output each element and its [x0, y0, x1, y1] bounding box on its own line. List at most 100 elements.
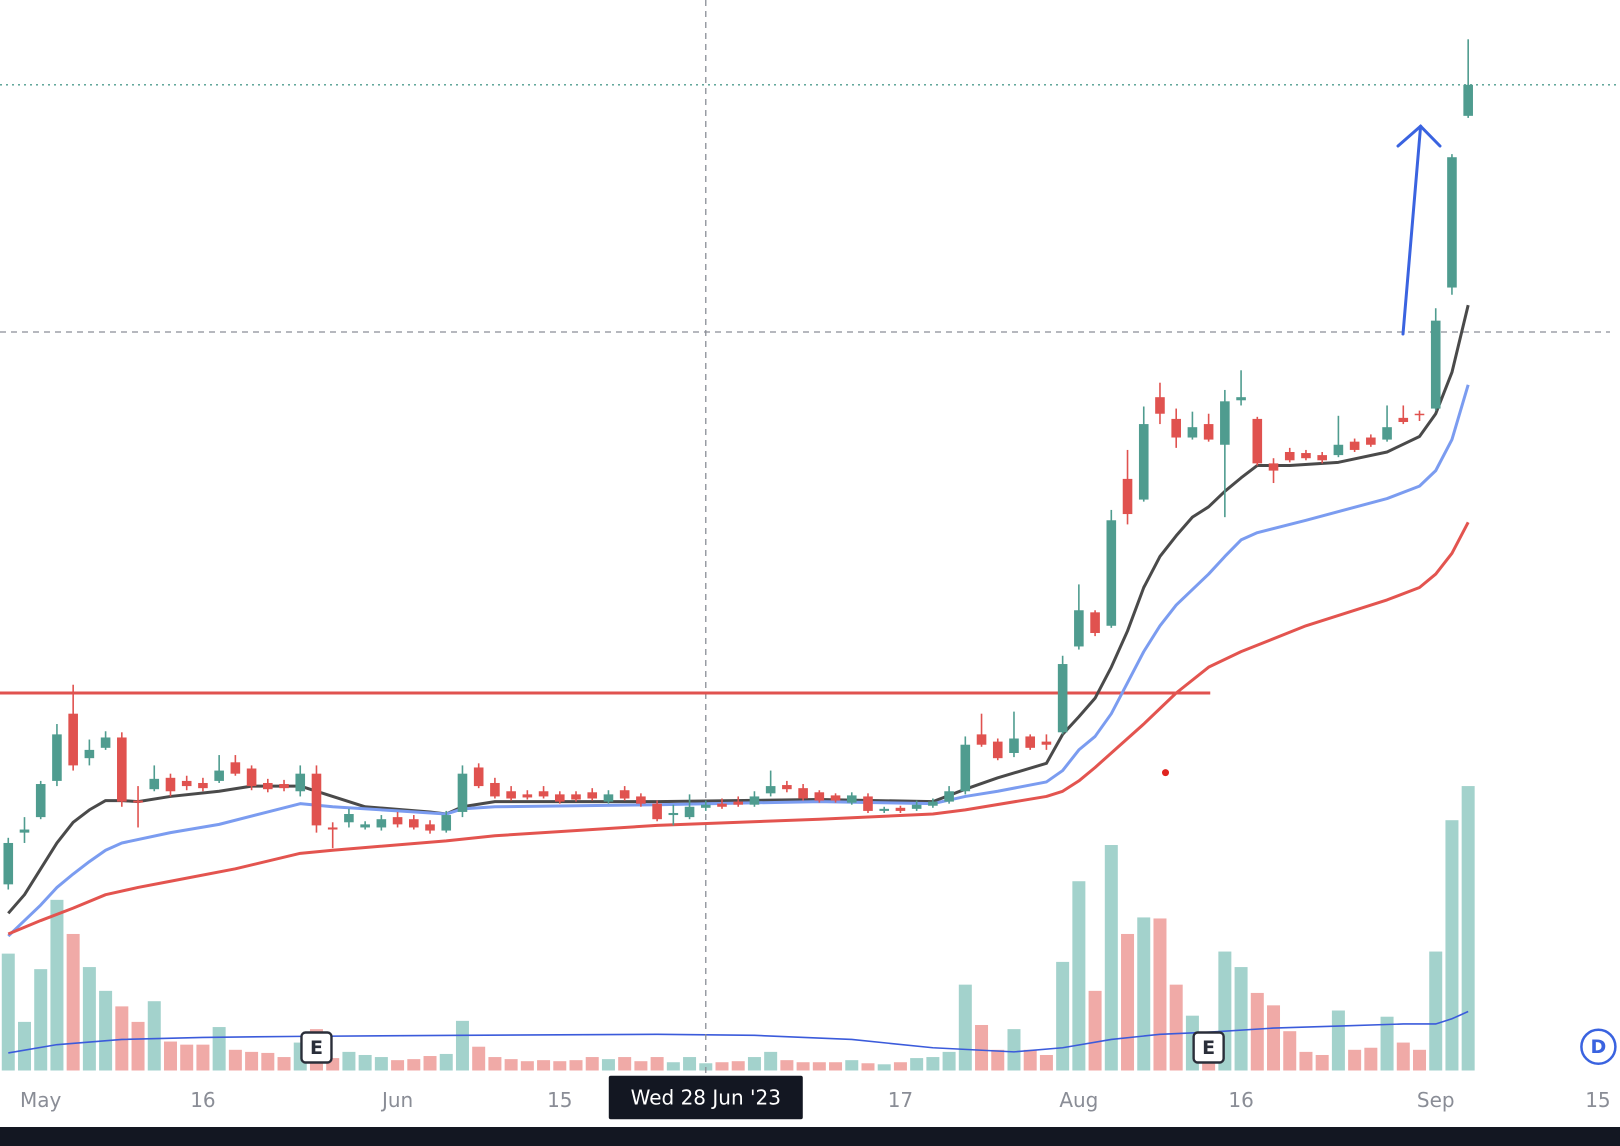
- volume-bar: [261, 1052, 275, 1071]
- volume-bar: [163, 1041, 177, 1071]
- arrow-head: [1396, 124, 1442, 148]
- candle-body: [1301, 453, 1311, 459]
- candle-body: [554, 794, 565, 802]
- x-tick-label: 16: [190, 1088, 215, 1112]
- candle-body: [133, 800, 143, 803]
- candle-body: [1155, 397, 1165, 414]
- volume-bar: [423, 1056, 437, 1071]
- candle-body: [457, 773, 468, 812]
- candle-body: [490, 782, 500, 797]
- volume-bar: [877, 1064, 891, 1071]
- volume-bar: [893, 1062, 907, 1071]
- volume-bar: [1396, 1042, 1410, 1071]
- candle-body: [879, 808, 890, 811]
- event-badge: [1192, 1031, 1225, 1064]
- volume-bar: [1364, 1047, 1378, 1071]
- volume-bar: [50, 899, 64, 1071]
- volume-bar: [1445, 820, 1459, 1071]
- candle-body: [1171, 418, 1181, 438]
- interval-button[interactable]: D: [1580, 1028, 1617, 1065]
- x-tick-label: 17: [888, 1088, 913, 1112]
- candle-body: [717, 803, 727, 807]
- volume-bar: [472, 1046, 486, 1071]
- candle-body: [295, 773, 306, 792]
- volume-bar: [504, 1059, 518, 1071]
- candle-body: [1138, 424, 1149, 500]
- candle-body: [19, 829, 30, 833]
- candle-body: [619, 790, 630, 799]
- candle-body: [263, 782, 273, 790]
- arrow-drawing: [1396, 124, 1442, 336]
- candle-body: [3, 842, 14, 885]
- volume-bar: [1250, 992, 1264, 1071]
- x-tick-label: Jun: [380, 1088, 413, 1112]
- candle-body: [1090, 612, 1100, 634]
- candle-body: [749, 796, 760, 805]
- candle-body: [587, 792, 598, 799]
- volume-bar: [228, 1049, 242, 1071]
- candle-body: [1414, 413, 1425, 416]
- event-label: E: [310, 1037, 323, 1059]
- candle-body: [652, 803, 662, 820]
- volume-bar: [1088, 990, 1102, 1071]
- volume-bar: [1267, 1005, 1281, 1071]
- volume-bar: [131, 1021, 145, 1071]
- volume-bar: [764, 1051, 778, 1071]
- volume-bar: [553, 1061, 567, 1071]
- volume-bar: [1121, 933, 1135, 1071]
- candle-body: [84, 749, 95, 759]
- volume-bar: [991, 1049, 1005, 1071]
- volume-bar: [391, 1060, 405, 1071]
- candle-body: [928, 801, 938, 806]
- crosshair-label-box: [608, 1075, 803, 1120]
- interval-label[interactable]: D: [1591, 1036, 1607, 1058]
- candle-body: [538, 791, 549, 797]
- candle-body: [1203, 424, 1214, 440]
- volume-bar: [715, 1062, 729, 1071]
- volume-bar: [488, 1057, 502, 1071]
- moving-average: [7, 521, 1470, 936]
- candle-body: [911, 804, 922, 809]
- candle-body: [1009, 738, 1019, 753]
- x-tick-label: 16: [1228, 1088, 1253, 1112]
- crosshair-label: Wed 28 Jun '23: [631, 1086, 781, 1110]
- volume-bar: [115, 1006, 129, 1071]
- candle-body: [117, 737, 127, 802]
- time-axis-labels: May 16 Jun 15 17 Aug 16 Sep 15 Wed 28 Jun '23: [20, 1075, 1611, 1120]
- candle-body: [1349, 441, 1360, 450]
- candle-body: [1398, 417, 1409, 423]
- volume-bar: [1169, 984, 1183, 1071]
- candle-body: [246, 768, 257, 787]
- candle-body: [1220, 401, 1230, 445]
- volume-bar: [1429, 951, 1443, 1071]
- candle-body: [782, 785, 792, 790]
- candle-body: [214, 770, 224, 781]
- volume-bar: [845, 1060, 859, 1071]
- volume-bar: [747, 1057, 761, 1071]
- volume-bar: [1299, 1051, 1313, 1071]
- candle-body: [1317, 455, 1327, 461]
- volume-bar: [407, 1059, 421, 1071]
- candle-body: [327, 827, 338, 830]
- volume-bar: [1, 953, 15, 1071]
- volume-bar: [1348, 1049, 1362, 1071]
- candle-body: [1025, 736, 1036, 748]
- candle-body: [181, 780, 192, 787]
- volume-bar: [1153, 918, 1167, 1071]
- interval-circle[interactable]: [1580, 1028, 1617, 1065]
- volume-bar: [618, 1057, 632, 1071]
- volume-bar: [537, 1060, 551, 1071]
- candle-body: [1041, 741, 1052, 745]
- volume-bar: [147, 1001, 161, 1071]
- volume-bar: [1056, 961, 1070, 1071]
- volume-bar: [666, 1062, 680, 1071]
- candle-body: [1074, 610, 1084, 647]
- candle-body: [684, 806, 695, 818]
- volume-bar: [1007, 1029, 1021, 1071]
- candle-body: [700, 804, 711, 808]
- time-axis: [0, 1075, 1620, 1127]
- candle-body: [1268, 463, 1279, 471]
- candle-body: [1236, 397, 1246, 401]
